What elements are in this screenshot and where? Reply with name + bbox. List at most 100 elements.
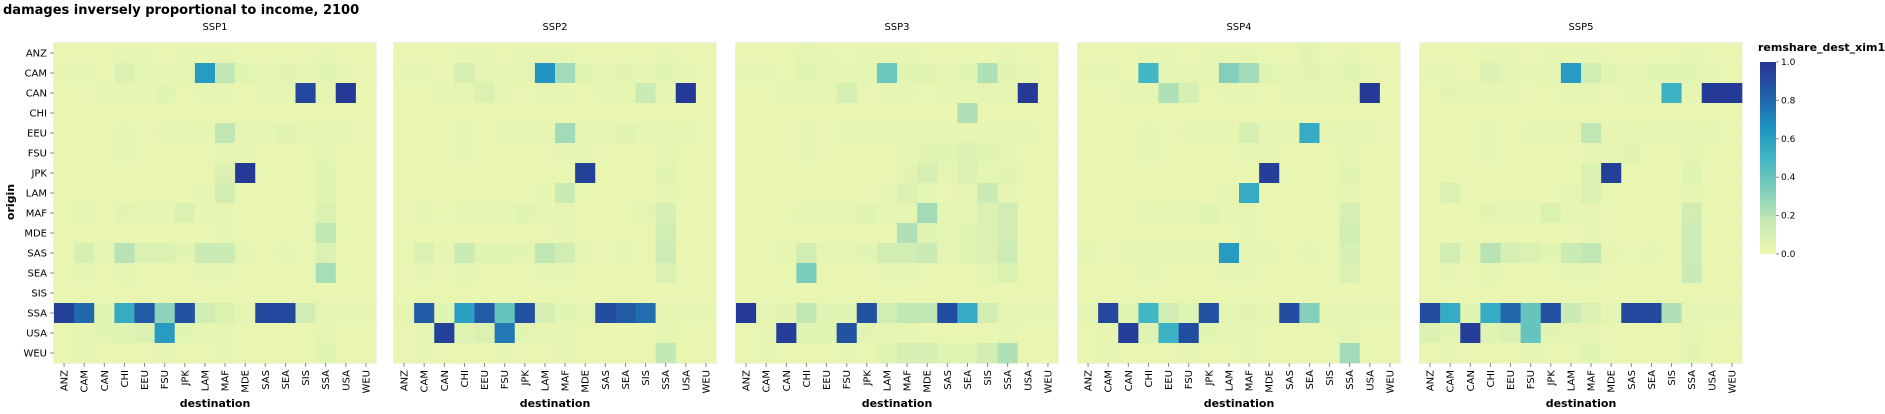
heatmap-cell xyxy=(756,123,777,144)
heatmap-cell xyxy=(1198,43,1220,64)
heatmap-cell xyxy=(1641,143,1662,164)
heatmap-cell xyxy=(1339,123,1361,144)
heatmap-cell xyxy=(675,143,697,164)
heatmap-cell xyxy=(1601,303,1622,324)
heatmap-cell xyxy=(957,163,978,184)
heatmap-cell xyxy=(1218,63,1240,84)
heatmap-cell xyxy=(1581,243,1602,264)
heatmap-cell xyxy=(635,143,656,164)
heatmap-cell xyxy=(215,103,236,124)
heatmap-cell xyxy=(1661,343,1682,364)
heatmap-cell xyxy=(1420,203,1441,224)
heatmap-cell xyxy=(1178,223,1200,244)
heatmap-cell xyxy=(1279,263,1300,284)
heatmap-cell xyxy=(997,43,1019,64)
heatmap-cell xyxy=(796,343,817,364)
heatmap-cell xyxy=(595,203,616,224)
heatmap-cell xyxy=(74,223,95,244)
heatmap-cell xyxy=(977,43,998,64)
heatmap-cell xyxy=(335,63,357,84)
heatmap-cell xyxy=(1259,343,1280,364)
heatmap-cell xyxy=(1158,123,1179,144)
heatmap-cell xyxy=(114,183,135,204)
heatmap-cell xyxy=(1198,243,1220,264)
heatmap-cell xyxy=(1601,83,1622,104)
heatmap-cell xyxy=(736,43,757,64)
heatmap-cell xyxy=(1721,323,1743,344)
heatmap-cell xyxy=(494,223,516,244)
heatmap-cell xyxy=(555,63,576,84)
heatmap-cell xyxy=(414,283,435,304)
heatmap-cell xyxy=(154,323,176,344)
x-axis-title: destination xyxy=(520,397,591,410)
heatmap-cell xyxy=(255,283,276,304)
heatmap-cell xyxy=(937,83,958,104)
panel-title: SSP5 xyxy=(1568,22,1593,33)
heatmap-cell xyxy=(514,203,536,224)
heatmap-cell xyxy=(335,323,357,344)
heatmap-cell xyxy=(816,323,837,344)
heatmap-cell xyxy=(1721,163,1743,184)
heatmap-cell xyxy=(1520,303,1542,324)
heatmap-cell xyxy=(675,283,697,304)
heatmap-cell xyxy=(555,323,576,344)
x-tick-label: MDE xyxy=(923,370,934,393)
legend-title: remshare_dest_xim1 xyxy=(1758,41,1885,54)
heatmap-cell xyxy=(1701,63,1723,84)
heatmap-cell xyxy=(876,43,898,64)
heatmap-cell xyxy=(1138,203,1159,224)
heatmap-cell xyxy=(414,223,435,244)
heatmap-cell xyxy=(54,163,75,184)
heatmap-cell xyxy=(1681,263,1703,284)
heatmap-cell xyxy=(1460,123,1481,144)
heatmap-cell xyxy=(454,283,475,304)
heatmap-cell xyxy=(194,263,216,284)
heatmap-cell xyxy=(315,303,337,324)
heatmap-cell xyxy=(1319,83,1340,104)
heatmap-cell xyxy=(1319,323,1340,344)
heatmap-cell xyxy=(1681,103,1703,124)
heatmap-cell xyxy=(215,43,236,64)
heatmap-cell xyxy=(174,343,196,364)
x-axis-title: destination xyxy=(1546,397,1617,410)
heatmap-cell xyxy=(514,43,536,64)
x-tick-label: SSA xyxy=(321,370,332,390)
heatmap-cell xyxy=(1078,123,1099,144)
heatmap-cell xyxy=(54,143,75,164)
heatmap-cell xyxy=(1339,343,1361,364)
heatmap-cell xyxy=(1319,283,1340,304)
heatmap-cell xyxy=(1178,183,1200,204)
heatmap-cell xyxy=(1560,223,1582,244)
heatmap-cell xyxy=(595,223,616,244)
x-tick-label: SSA xyxy=(1003,370,1014,390)
heatmap-cell xyxy=(615,123,636,144)
heatmap-cell xyxy=(394,203,415,224)
heatmap-cell xyxy=(275,303,296,324)
heatmap-cell xyxy=(235,83,256,104)
heatmap-cell xyxy=(695,143,717,164)
heatmap-cell xyxy=(1681,223,1703,244)
heatmap-cell xyxy=(235,283,256,304)
heatmap-cell xyxy=(94,223,115,244)
heatmap-cell xyxy=(1118,83,1139,104)
heatmap-cell xyxy=(1420,103,1441,124)
heatmap-cell xyxy=(1098,323,1119,344)
heatmap-cell xyxy=(1198,303,1220,324)
heatmap-cell xyxy=(74,103,95,124)
heatmap-cell xyxy=(555,83,576,104)
heatmap-cell xyxy=(1379,63,1401,84)
heatmap-cell xyxy=(897,143,918,164)
heatmap-cell xyxy=(897,63,918,84)
heatmap-cell xyxy=(1379,203,1401,224)
heatmap-cell xyxy=(1239,263,1260,284)
heatmap-cell xyxy=(1621,323,1642,344)
heatmap-cell xyxy=(1601,163,1622,184)
heatmap-cell xyxy=(595,103,616,124)
heatmap-cell xyxy=(474,83,495,104)
heatmap-cell xyxy=(514,303,536,324)
heatmap-cell xyxy=(997,343,1019,364)
heatmap-cell xyxy=(816,343,837,364)
heatmap-cell xyxy=(1158,223,1179,244)
x-tick-label: ANZ xyxy=(400,370,411,391)
heatmap-cell xyxy=(534,223,556,244)
